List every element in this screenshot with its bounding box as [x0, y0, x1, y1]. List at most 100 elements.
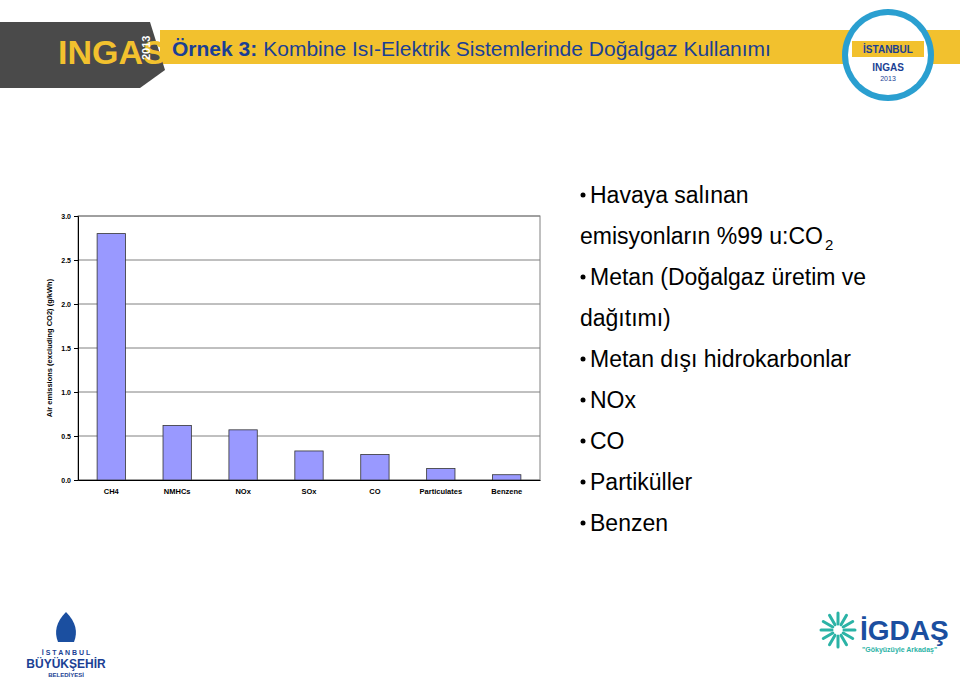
y-tick-label: 1.0 — [61, 389, 71, 396]
bullet-text: Havaya salınan — [590, 182, 749, 208]
y-tick-mark — [74, 436, 78, 437]
badge-text: İSTANBUL — [863, 43, 913, 55]
y-axis-line — [74, 217, 79, 481]
bullet-text: CO — [590, 428, 625, 454]
x-tick: NOx — [235, 480, 251, 496]
bullet-dot — [581, 439, 586, 444]
y-tick: 1.0 — [61, 389, 78, 396]
bullet-text: Metan (Doğalgaz üretim ve — [590, 264, 866, 290]
badge-inner — [848, 15, 928, 95]
y-tick: 0.0 — [61, 477, 78, 484]
y-tick-mark — [74, 392, 78, 393]
y-tick: 2.5 — [61, 257, 78, 264]
igdas-ray — [841, 635, 847, 645]
igdas-ray — [843, 633, 853, 639]
bullet-dot — [581, 398, 586, 403]
x-axis: CH4 NMHCs NOx SOx CO Particulates Benzene — [79, 480, 541, 496]
igdas-ray — [823, 633, 833, 639]
igdas-logo: İGDAŞ"Gökyüzüyle Arkadaş" — [821, 613, 949, 654]
igdas-slogan: "Gökyüzüyle Arkadaş" — [862, 646, 937, 654]
x-tick-label: Particulates — [420, 487, 463, 496]
bullet-line: Metan (Doğalgaz üretim ve — [590, 264, 866, 290]
y-tick-label: 0.5 — [61, 433, 71, 440]
badge-outer — [842, 9, 934, 101]
badge-band — [852, 41, 924, 57]
y-tick: 0.5 — [61, 433, 78, 440]
x-axis-line — [79, 480, 541, 481]
title-band — [160, 30, 960, 64]
bullet-text: dağıtımı) — [580, 305, 671, 331]
igdas-text: İGDAŞ — [860, 615, 949, 646]
bullet-text: emisyonların %99 u:CO2 — [580, 223, 833, 253]
grid-line — [78, 436, 540, 437]
bar — [163, 425, 191, 480]
ibb-emblem — [56, 612, 76, 642]
y-tick-label: 3.0 — [61, 213, 71, 220]
x-tick-label: CH4 — [104, 487, 120, 496]
grid-line — [78, 216, 540, 217]
y-tick-mark — [74, 260, 78, 261]
bullet-line: emisyonların %99 u:CO — [580, 223, 823, 249]
bar — [493, 475, 521, 480]
bullet-text: Benzen — [590, 510, 668, 536]
grid — [78, 216, 540, 480]
igdas-ray — [830, 615, 836, 625]
ibb-text: BELEDİYESİ — [48, 672, 84, 678]
slide: INGAS2013Örnek 3:Kombine Isı-Elektrik Si… — [0, 0, 960, 682]
bar — [229, 430, 257, 480]
bullet-dot — [581, 521, 586, 526]
x-tick: Benzene — [491, 480, 522, 496]
ingas-logo-year: 2013 — [140, 36, 152, 60]
bullet-line: Metan dışı hidrokarbonlar — [590, 346, 851, 372]
bar — [97, 234, 125, 480]
bars — [97, 234, 521, 480]
igdas-ray — [823, 622, 833, 628]
y-axis-title: Air emissions (excluding CO2) (g/kWh) — [45, 278, 54, 417]
bullet-text: Metan dışı hidrokarbonlar — [590, 346, 851, 372]
bullet-text: Partiküller — [590, 469, 693, 495]
badge-text: 2013 — [880, 75, 896, 82]
y-tick-mark — [74, 216, 78, 217]
plot-frame — [78, 216, 540, 480]
y-tick-label: 2.0 — [61, 301, 71, 308]
y-tick-mark — [74, 480, 78, 481]
x-tick: CH4 — [104, 480, 120, 496]
bullet-dot — [581, 480, 586, 485]
y-tick-label: 0.0 — [61, 477, 71, 484]
x-tick-label: Benzene — [491, 487, 522, 496]
grid-line — [78, 348, 540, 349]
grid-line — [78, 392, 540, 393]
ibb-logo: İ S T A N B U LBÜYÜKŞEHİRBELEDİYESİ — [26, 612, 106, 678]
title-prefix: Örnek 3: — [172, 37, 257, 60]
bullet-dot — [581, 357, 586, 362]
bullet-line: dağıtımı) — [580, 305, 671, 331]
igdas-ray — [837, 613, 840, 624]
grid-line — [78, 260, 540, 261]
bar — [295, 451, 323, 480]
ibb-text: BÜYÜKŞEHİR — [26, 656, 106, 671]
y-tick-label: 2.5 — [61, 257, 71, 264]
bullet-line: Havaya salınan — [590, 182, 749, 208]
x-tick-label: SOx — [301, 487, 317, 496]
bar — [427, 469, 455, 480]
y-axis: 0.0 0.5 1.0 1.5 2.0 2.5 3.0 — [61, 213, 78, 484]
y-tick: 3.0 — [61, 213, 78, 220]
y-tick: 2.0 — [61, 301, 78, 308]
title-text: Kombine Isı-Elektrik Sistemlerinde Doğal… — [263, 37, 771, 60]
x-tick-label: NOx — [235, 487, 251, 496]
bullet-line: Partiküller — [590, 469, 693, 495]
ingas-logo-bg — [0, 22, 165, 88]
igdas-ray — [843, 622, 853, 628]
igdas-ray — [844, 629, 855, 632]
x-tick: NMHCs — [164, 480, 191, 496]
igdas-ray — [830, 635, 836, 645]
igdas-ray — [821, 629, 832, 632]
bullet-dot — [581, 193, 586, 198]
ingas-logo-text: INGAS — [58, 33, 166, 71]
x-tick-label: CO — [369, 487, 380, 496]
y-tick-label: 1.5 — [61, 345, 71, 352]
igdas-ray — [841, 615, 847, 625]
y-tick-mark — [74, 348, 78, 349]
bullet-dot — [581, 275, 586, 280]
bullet-line: Benzen — [590, 510, 668, 536]
